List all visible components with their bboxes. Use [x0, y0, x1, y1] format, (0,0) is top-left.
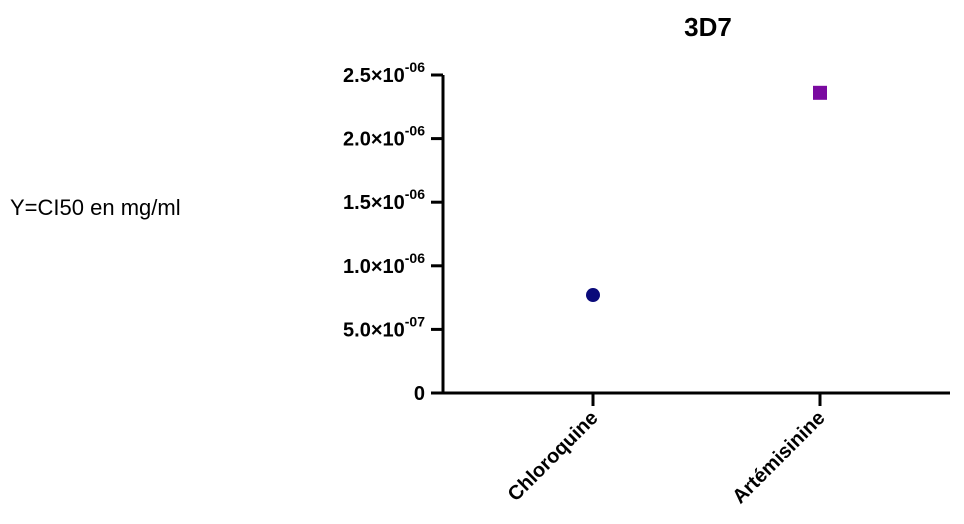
x-tick-label: Chloroquine: [504, 407, 603, 506]
data-points: [586, 85, 827, 303]
y-tick-times: ×: [371, 65, 383, 87]
y-tick-label: 5.0×10-07: [343, 313, 425, 341]
y-tick-label: 2.0×10-06: [343, 123, 425, 151]
y-tick-exponent: -06: [405, 59, 425, 75]
y-tick-base: 10: [383, 65, 405, 87]
y-tick-base: 10: [383, 319, 405, 341]
y-tick-mantissa: 1.0: [343, 256, 371, 278]
y-tick-base: 10: [383, 256, 405, 278]
chart-title: 3D7: [684, 12, 732, 42]
y-tick-exponent: -06: [405, 123, 425, 139]
y-tick-label: 0: [414, 383, 425, 405]
x-tick-label: Artémisinine: [728, 407, 829, 508]
y-tick-mantissa: 2.0: [343, 129, 371, 151]
x-ticks: Chloroquine Artémisinine: [504, 393, 830, 508]
y-tick-times: ×: [371, 129, 383, 151]
y-tick-base: 10: [383, 129, 405, 151]
y-tick-mantissa: 0: [414, 383, 425, 405]
y-tick-exponent: -06: [405, 186, 425, 202]
y-axis-label: Y=CI50 en mg/ml: [10, 195, 181, 220]
y-tick-base: 10: [383, 192, 405, 214]
y-tick-label: 1.5×10-06: [343, 186, 425, 214]
data-point-chloroquine: [586, 288, 600, 303]
y-tick-mantissa: 2.5: [343, 65, 371, 87]
y-tick-label: 2.5×10-06: [343, 59, 425, 87]
y-tick-exponent: -06: [405, 250, 425, 266]
y-ticks: 05.0×10-071.0×10-061.5×10-062.0×10-062.5…: [343, 59, 443, 405]
data-point-artemisinine: [813, 85, 827, 100]
y-tick-times: ×: [371, 319, 383, 341]
y-tick-times: ×: [371, 256, 383, 278]
y-tick-mantissa: 1.5: [343, 192, 371, 214]
y-tick-times: ×: [371, 192, 383, 214]
y-tick-exponent: -07: [405, 313, 425, 329]
y-tick-label: 1.0×10-06: [343, 250, 425, 278]
y-tick-mantissa: 5.0: [343, 319, 371, 341]
